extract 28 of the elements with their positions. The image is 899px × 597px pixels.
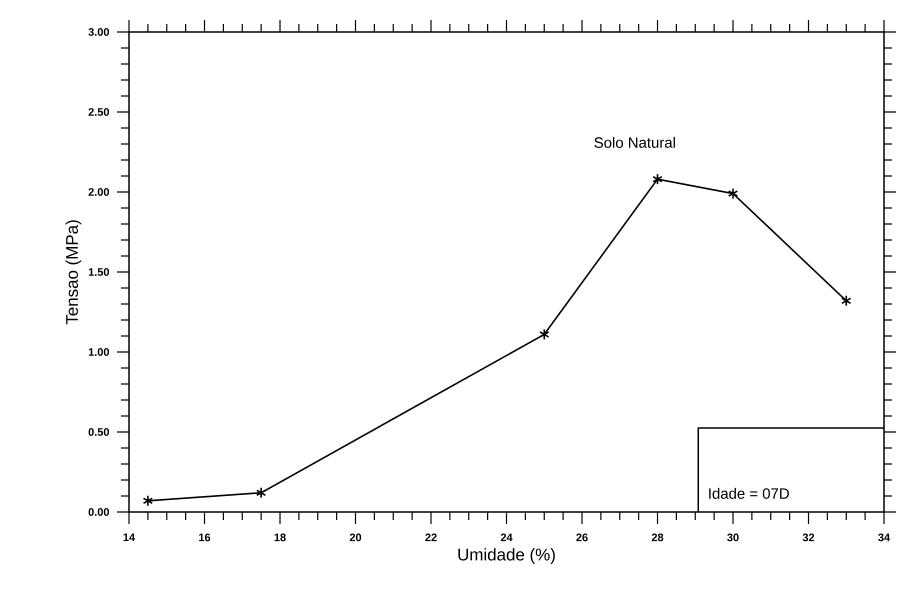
y-tick-label: 2.50 [88, 108, 110, 116]
point [256, 486, 266, 499]
y-tick-label: 1.00 [88, 348, 110, 356]
x-tick-label: 22 [425, 534, 437, 542]
point [539, 328, 550, 340]
y-tick-label: 0.50 [88, 428, 110, 436]
point [652, 173, 663, 185]
x-tick-label: 26 [576, 534, 588, 542]
x-tick-label: 24 [500, 534, 513, 542]
x-tick-label: 14 [124, 534, 136, 542]
x-tick-label: 30 [727, 534, 739, 542]
x-axis-title: Umidade (%) [458, 548, 555, 564]
point [142, 494, 154, 507]
x-tick-label: 32 [802, 534, 814, 542]
annotation: Idade = 07D [709, 488, 789, 499]
y-tick-label: 0.00 [88, 508, 110, 516]
x-tick-label: 18 [274, 534, 286, 542]
y-tick-label: 2.00 [88, 188, 110, 196]
x-tick-label: 16 [199, 534, 210, 542]
x-tick-label: 28 [652, 534, 664, 542]
y-axis-title: Tensao (MPa) [66, 220, 82, 324]
x-tick-label: 34 [878, 534, 890, 542]
y-tick-label: 1.50 [88, 268, 110, 276]
point [728, 188, 738, 200]
y-tick-label: 3.00 [88, 28, 110, 36]
point [841, 294, 852, 307]
annotation: Solo Natural [594, 136, 675, 148]
x-tick-label: 20 [350, 534, 362, 542]
